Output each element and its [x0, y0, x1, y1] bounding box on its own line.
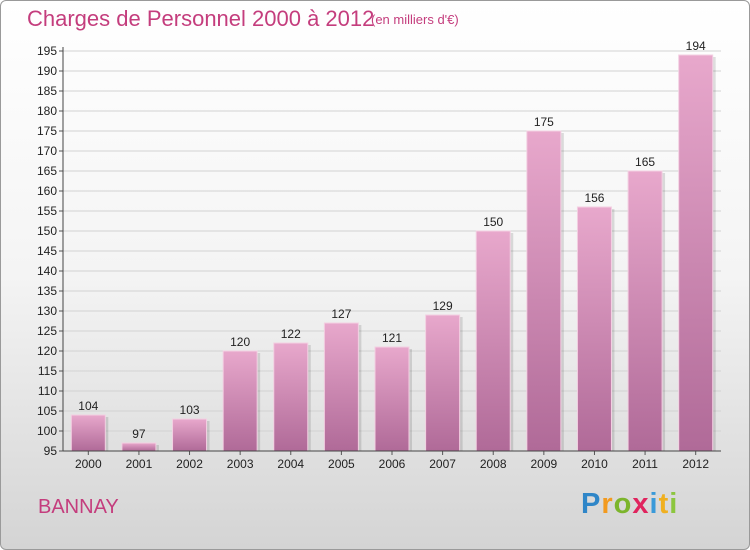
bar [576, 206, 612, 452]
bar [526, 130, 562, 452]
data-label: 127 [331, 307, 351, 321]
city-name: BANNAY [38, 496, 119, 518]
x-tick-label: 2008 [480, 457, 507, 471]
x-tick-label: 2005 [328, 457, 355, 471]
x-tick-label: 2011 [632, 457, 658, 471]
bar [425, 314, 461, 452]
data-label: 122 [281, 327, 301, 341]
data-label: 150 [483, 215, 503, 229]
data-label: 121 [382, 331, 402, 345]
y-tick-label: 175 [37, 124, 57, 138]
bar [627, 170, 663, 452]
data-label: 194 [686, 39, 706, 53]
y-tick-label: 180 [37, 104, 57, 118]
x-tick-label: 2010 [581, 457, 608, 471]
y-tick-label: 190 [37, 64, 57, 78]
bar [222, 350, 258, 452]
y-tick-label: 100 [37, 424, 57, 438]
y-tick-label: 165 [37, 164, 57, 178]
y-axis-labels: 95 100 105 110 115 120 125 130 135 140 145 150 155 16… [37, 44, 57, 458]
x-tick-label: 2000 [75, 457, 102, 471]
bar [273, 342, 309, 452]
x-tick-label: 2001 [126, 457, 153, 471]
x-tick-label: 2006 [379, 457, 406, 471]
y-tick-label: 135 [37, 284, 57, 298]
y-tick-label: 125 [37, 324, 57, 338]
y-tick-label: 160 [37, 184, 57, 198]
bar [475, 230, 511, 452]
data-label: 156 [584, 191, 604, 205]
data-label: 104 [78, 399, 98, 413]
x-tick-label: 2002 [176, 457, 203, 471]
y-tick-label: 105 [37, 404, 57, 418]
y-tick-label: 115 [38, 364, 57, 378]
y-tick-label: 110 [38, 384, 57, 398]
y-tick-label: 155 [37, 204, 57, 218]
y-tick-label: 150 [37, 224, 57, 238]
x-axis-labels: 2000 2001 2002 2003 2004 2005 2006 2007 2008 2009… [75, 451, 709, 471]
x-tick-label: 2009 [530, 457, 557, 471]
axes [62, 47, 721, 452]
bar [70, 414, 106, 452]
data-label: 120 [230, 335, 250, 349]
y-tick-label: 185 [37, 84, 57, 98]
chart-unit: (en milliers d'€) [371, 12, 459, 27]
x-tick-label: 2003 [227, 457, 254, 471]
bar [323, 322, 359, 452]
data-label: 103 [180, 403, 200, 417]
x-tick-label: 2004 [277, 457, 304, 471]
data-label: 175 [534, 115, 554, 129]
bars: 104 97 103 120 122 127 121 129 150 175 156 165 194 [70, 39, 716, 452]
y-tick-label: 130 [37, 304, 57, 318]
y-tick-label: 170 [37, 144, 57, 158]
proxiti-logo: Proxiti [581, 488, 679, 520]
y-tick-label: 120 [37, 344, 57, 358]
bar [678, 54, 714, 452]
data-label: 97 [132, 427, 146, 441]
bar [172, 418, 208, 452]
bar [374, 346, 410, 452]
y-tick-label: 145 [37, 244, 57, 258]
chart-title: Charges de Personnel 2000 à 2012 [27, 6, 375, 31]
y-tick-label: 195 [37, 44, 57, 58]
y-tick-label: 140 [37, 264, 57, 278]
data-label: 129 [433, 299, 453, 313]
data-label: 165 [635, 155, 655, 169]
y-tick-label: 95 [44, 444, 58, 458]
x-tick-label: 2007 [429, 457, 456, 471]
bar [121, 442, 157, 452]
x-tick-label: 2012 [682, 457, 709, 471]
